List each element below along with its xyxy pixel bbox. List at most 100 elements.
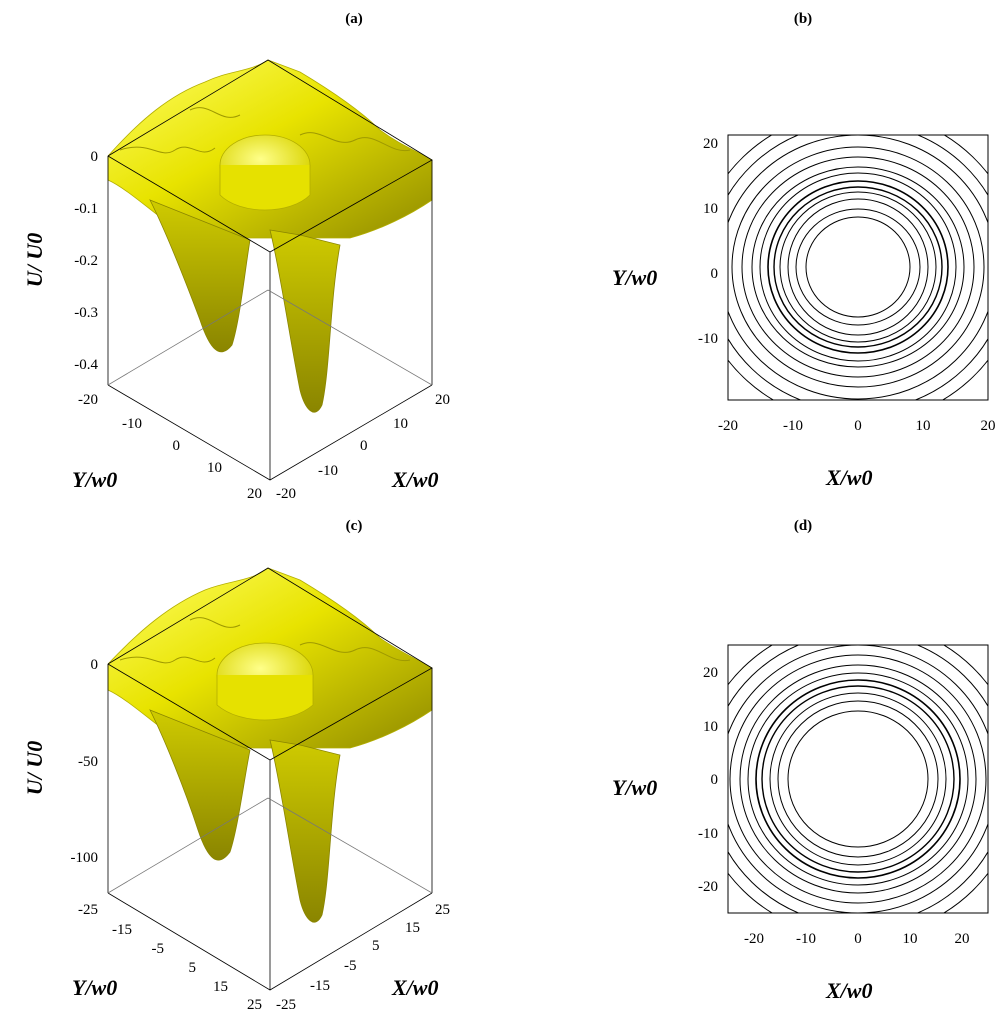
y-tick-label: 0	[173, 438, 181, 454]
contour-line	[755, 679, 961, 879]
contour-line	[787, 710, 929, 848]
contour-line	[731, 146, 985, 388]
contour-line	[773, 186, 943, 348]
y-ticks-b: 20 10 0 -10	[698, 136, 718, 347]
contour-line	[751, 166, 965, 368]
x-tick-label: 0	[360, 438, 368, 454]
x-axis-title-a: X/w0	[391, 467, 438, 492]
surface-a	[107, 59, 433, 413]
y-tick-label: 5	[189, 960, 197, 976]
x-tick-label: -10	[796, 931, 816, 947]
y-ticks-c: -25 -15 -5 5 15 25	[78, 902, 262, 1013]
y-tick-label: 0	[711, 772, 719, 788]
x-tick-label: 25	[435, 902, 450, 918]
x-tick-label: 20	[955, 931, 970, 947]
x-tick-label: -20	[718, 418, 738, 434]
panel-label-a: (a)	[345, 11, 363, 27]
surface-plot-c: 0 -50 -100 -25 -15 -5 5 15 25 -25 -15 -5…	[22, 567, 450, 1013]
x-tick-label: 20	[435, 392, 450, 408]
y-tick-label: -20	[698, 879, 718, 895]
y-tick-label: -5	[152, 941, 165, 957]
y-tick-label: -10	[698, 826, 718, 842]
z-ticks-c: 0 -50 -100	[71, 657, 99, 866]
x-ticks-c: -25 -15 -5 5 15 25	[276, 902, 450, 1013]
y-tick-label: 15	[213, 979, 228, 995]
x-ticks-b: -20 -10 0 10 20	[718, 418, 996, 434]
y-tick-label: 20	[247, 486, 262, 502]
x-axis-title-b: X/w0	[825, 465, 872, 490]
contour-line	[805, 216, 911, 318]
z-tick-label: -0.4	[74, 357, 98, 373]
z-axis-title-a: U/ U0	[22, 233, 47, 287]
contour-line	[728, 135, 988, 400]
panel-label-d: (d)	[794, 518, 812, 534]
z-tick-label: -0.1	[74, 201, 98, 217]
box-frame-c	[107, 567, 433, 991]
x-tick-label: 20	[981, 418, 996, 434]
x-tick-label: 10	[393, 416, 408, 432]
y-axis-title-c: Y/w0	[72, 975, 117, 1000]
z-tick-label: -0.3	[74, 305, 98, 321]
contour-line	[779, 191, 937, 343]
contour-line	[761, 685, 955, 873]
contour-lines-b	[728, 135, 988, 400]
y-tick-label: -20	[78, 392, 98, 408]
x-ticks-a: -20 -10 0 10 20	[276, 392, 450, 502]
y-tick-label: -10	[698, 331, 718, 347]
y-tick-label: 10	[207, 460, 222, 476]
panel-label-c: (c)	[346, 518, 363, 534]
contour-line	[795, 208, 921, 326]
contour-plot-b: -20 -10 0 10 20 20 10 0 -10 Y/w0 X/w0	[612, 134, 996, 490]
x-tick-label: 15	[405, 920, 420, 936]
contour-lines-d	[728, 645, 988, 913]
y-tick-label: 0	[711, 266, 719, 282]
contour-line	[728, 645, 988, 913]
contour-line	[787, 198, 929, 336]
x-tick-label: -25	[276, 997, 296, 1013]
y-ticks-a: -20 -10 0 10 20	[78, 392, 262, 502]
y-tick-label: 10	[703, 719, 718, 735]
plot-frame-d	[727, 644, 989, 914]
y-tick-label: -10	[122, 416, 142, 432]
surface-plot-a: 0 -0.1 -0.2 -0.3 -0.4 -20 -10 0 10 20 -2…	[22, 59, 450, 502]
x-tick-label: 5	[372, 938, 380, 954]
x-tick-label: -15	[310, 978, 330, 994]
y-tick-label: -25	[78, 902, 98, 918]
y-tick-label: 25	[247, 997, 262, 1013]
contour-plot-d: -20 -10 0 10 20 20 10 0 -10 -20 Y/w0 X/w…	[612, 644, 989, 1003]
x-axis-title-c: X/w0	[391, 975, 438, 1000]
z-tick-label: -100	[71, 850, 99, 866]
x-tick-label: -20	[744, 931, 764, 947]
z-tick-label: -50	[78, 754, 98, 770]
x-tick-label: -10	[783, 418, 803, 434]
x-ticks-d: -20 -10 0 10 20	[744, 931, 970, 947]
contour-line	[759, 172, 957, 362]
y-tick-label: 20	[703, 136, 718, 152]
z-tick-label: 0	[91, 149, 99, 165]
x-tick-label: -20	[276, 486, 296, 502]
y-axis-title-b: Y/w0	[612, 265, 657, 290]
y-tick-label: 10	[703, 201, 718, 217]
x-tick-label: 0	[854, 418, 862, 434]
y-tick-label: -15	[112, 922, 132, 938]
box-frame-a	[107, 59, 433, 481]
z-ticks-a: 0 -0.1 -0.2 -0.3 -0.4	[74, 149, 98, 373]
z-tick-label: -0.2	[74, 253, 98, 269]
y-tick-label: 20	[703, 665, 718, 681]
y-axis-title-d: Y/w0	[612, 775, 657, 800]
contour-line	[729, 654, 987, 904]
y-ticks-d: 20 10 0 -10 -20	[698, 665, 718, 895]
plot-frame-b	[727, 134, 989, 401]
contour-line	[777, 700, 939, 858]
surface-c	[107, 567, 433, 923]
z-axis-title-c: U/ U0	[22, 741, 47, 795]
z-tick-label: 0	[91, 657, 99, 673]
contour-line	[747, 672, 969, 886]
contour-line	[769, 692, 947, 866]
panel-label-b: (b)	[794, 11, 812, 27]
x-tick-label: -10	[318, 463, 338, 479]
x-tick-label: 10	[903, 931, 918, 947]
contour-line	[741, 156, 975, 378]
x-axis-title-d: X/w0	[825, 978, 872, 1003]
